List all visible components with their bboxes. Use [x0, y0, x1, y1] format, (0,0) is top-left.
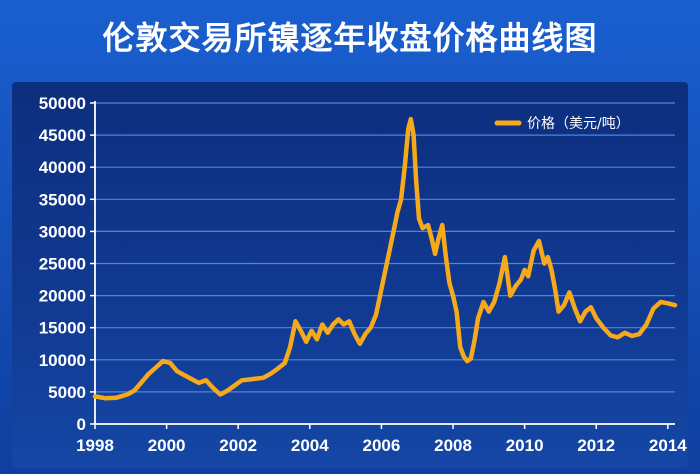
chart-title: 伦敦交易所镍逐年收盘价格曲线图 — [102, 19, 598, 57]
y-tick-label: 35000 — [39, 190, 86, 209]
y-tick-label: 20000 — [39, 287, 86, 306]
y-tick-label: 0 — [77, 415, 86, 434]
y-tick-label: 30000 — [39, 222, 86, 241]
x-tick-label: 2004 — [291, 436, 329, 455]
y-tick-label: 15000 — [39, 319, 86, 338]
x-tick-label: 2014 — [649, 436, 687, 455]
series-line — [92, 116, 678, 401]
x-tick-label: 2012 — [577, 436, 615, 455]
legend: 价格（美元/吨） — [494, 116, 630, 132]
x-tick-label: 2008 — [434, 436, 472, 455]
y-tick-label: 25000 — [39, 255, 86, 274]
x-tick-label: 2000 — [148, 436, 186, 455]
y-tick-label: 10000 — [39, 351, 86, 370]
x-tick-label: 2006 — [363, 436, 401, 455]
x-tick-label: 2002 — [219, 436, 257, 455]
y-tick-label: 50000 — [39, 94, 86, 113]
x-tick-label: 2010 — [506, 436, 544, 455]
axis-layer: 0 5000 10000 15000 20000 25000 30000 35000 40000… — [39, 94, 688, 455]
y-tick-label: 40000 — [39, 158, 86, 177]
line-layer — [92, 116, 678, 401]
y-tick-label: 45000 — [39, 126, 86, 145]
grid-layer — [95, 102, 675, 393]
y-tick-label: 5000 — [48, 383, 86, 402]
x-tick-label: 1998 — [76, 436, 114, 455]
plot-background — [12, 82, 688, 468]
legend-label: 价格（美元/吨） — [527, 116, 630, 132]
